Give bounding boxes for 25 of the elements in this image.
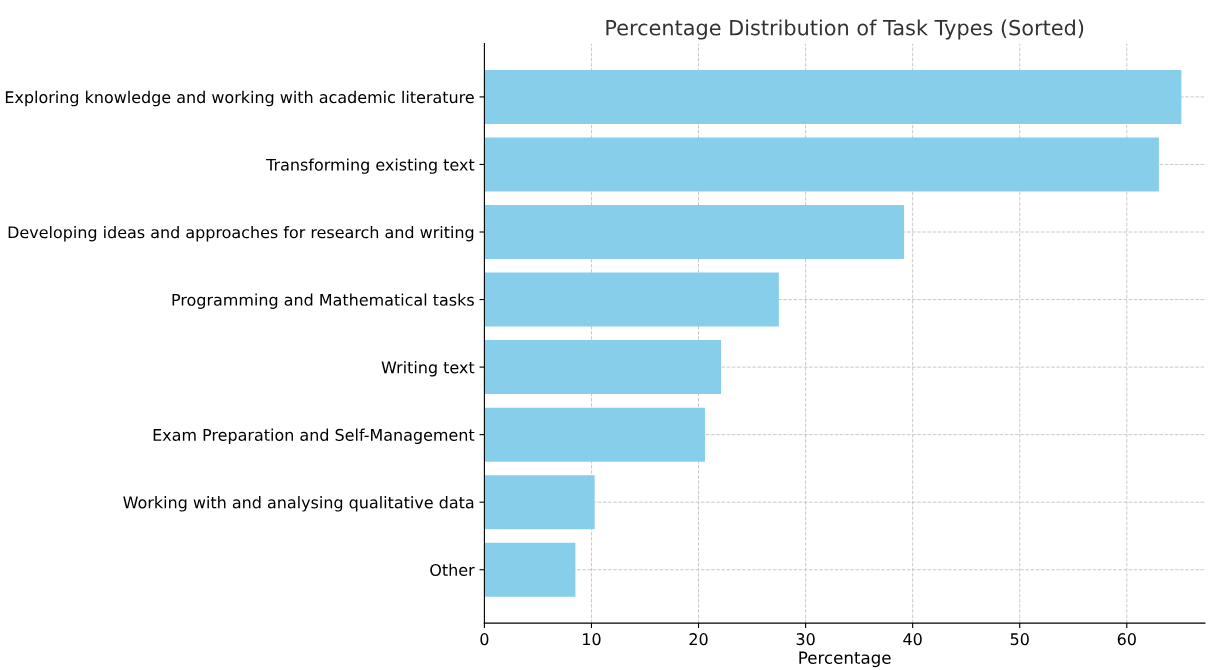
bar	[484, 272, 779, 327]
y-tick-label: Developing ideas and approaches for research and writing	[8, 225, 474, 242]
bar	[484, 340, 722, 395]
x-tick-label: 60	[1117, 633, 1136, 646]
bar	[484, 407, 705, 462]
y-tick-label: Exploring knowledge and working with academic literature	[5, 90, 474, 107]
chart-title: Percentage Distribution of Task Types (Sorted)	[606, 19, 1084, 40]
y-tick-label: Other	[430, 563, 475, 577]
x-axis-title: Percentage	[799, 651, 891, 668]
x-tick-label: 40	[903, 633, 922, 646]
y-tick-label: Exam Preparation and Self-Management	[153, 428, 475, 445]
bar	[484, 542, 576, 597]
bar	[484, 204, 905, 260]
x-tick-label: 50	[1010, 633, 1029, 646]
x-tick-label: 20	[689, 633, 708, 646]
x-tick-label: 10	[583, 633, 601, 646]
y-tick-label: Programming and Mathematical tasks	[172, 293, 474, 309]
y-tick-label: Transforming existing text	[266, 158, 475, 174]
bar	[484, 475, 595, 530]
y-tick-label: Writing text	[381, 361, 475, 377]
bar	[484, 137, 1159, 192]
y-tick-label: Working with and analysing qualitative data	[123, 496, 474, 512]
x-tick-label: 0	[480, 633, 489, 646]
x-tick-label: 30	[796, 633, 815, 646]
bar	[484, 69, 1182, 124]
